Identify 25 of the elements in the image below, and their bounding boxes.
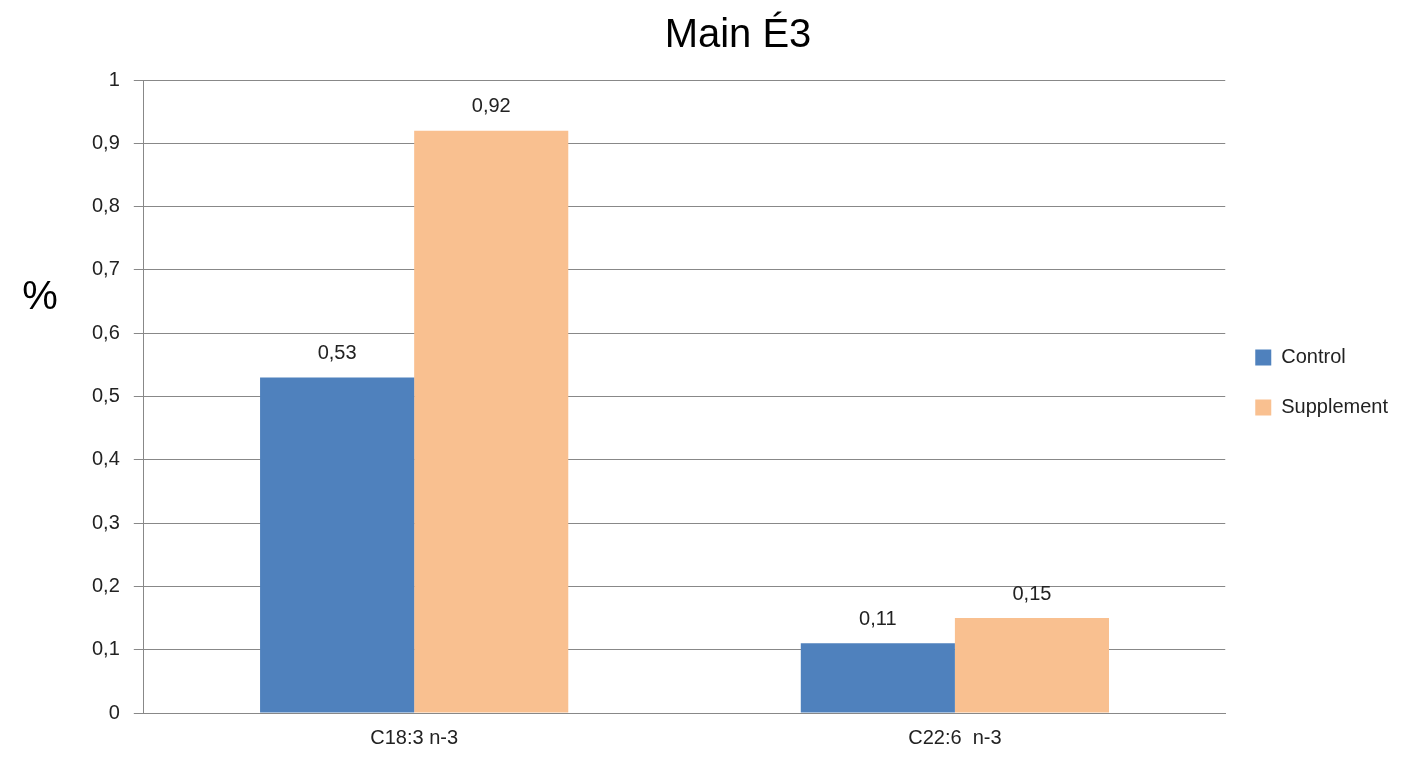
y-tick-label: 0,8 [91,194,120,217]
data-label: 0,15 [1012,581,1052,604]
y-tick-label: 0,1 [91,637,120,660]
chart-title: Main É3 [664,11,812,56]
y-tick-label: 0,2 [91,573,120,596]
data-label: 0,92 [471,94,511,117]
y-tick-label: 0 [108,700,120,723]
data-label: 0,11 [859,606,897,629]
bar [414,130,569,713]
y-tick-label: 0,6 [91,320,120,343]
y-tick-label: 0,9 [91,130,120,153]
y-tick-label: 1 [108,67,120,90]
bar [260,377,415,713]
bar [954,618,1110,713]
legend-label: Control [1281,345,1346,368]
data-label: 0,53 [317,341,357,364]
legend-label: Supplement [1281,395,1389,418]
x-tick-label: C22:6 n-3 [908,725,1002,748]
x-tick-label: C18:3 n-3 [370,725,459,748]
y-tick-label: 0,3 [91,510,120,533]
y-tick-label: 0,7 [91,257,120,280]
y-axis-title: % [22,273,58,318]
bar [800,643,955,713]
y-tick-label: 0,4 [91,447,120,470]
y-tick-label: 0,5 [91,384,120,407]
